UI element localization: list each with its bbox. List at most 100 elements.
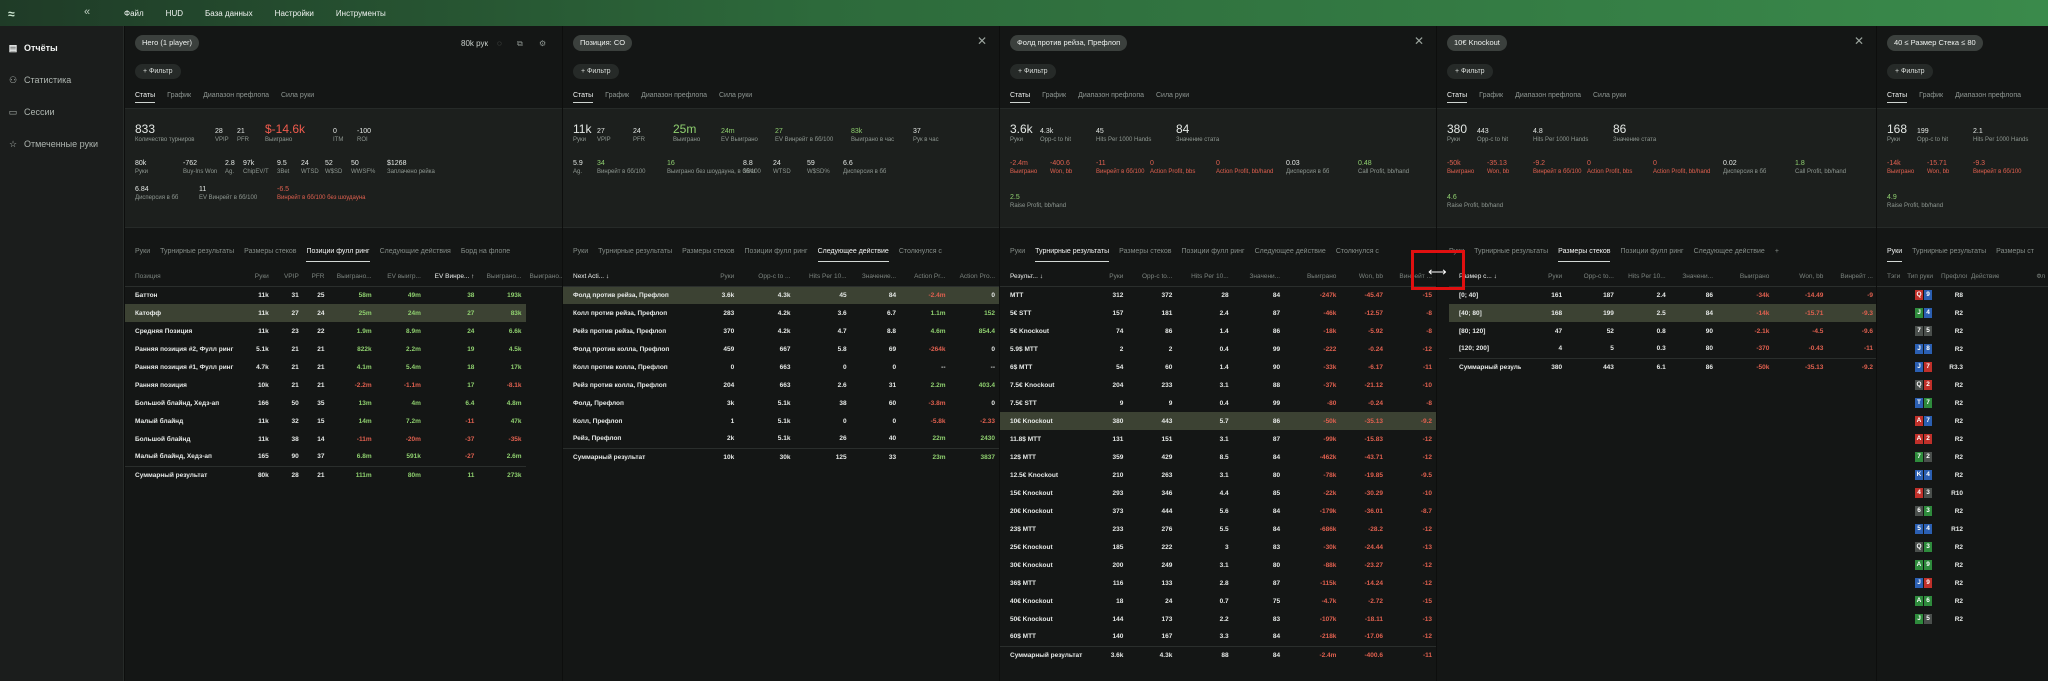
menu-settings[interactable]: Настройки [274,8,314,18]
table-row[interactable]: Колл против рейза, Префлоп 283 4.2k 3.6 6.7 1… [563,304,999,322]
hand-row[interactable]: T 7 R2 [1877,394,2048,412]
col-header[interactable]: Значени... [1232,268,1285,287]
table-row[interactable]: Большой блайнд, Хедз-ап 166 50 35 13m 4m 6.4 4.… [125,394,562,412]
table-row[interactable]: [40; 80] 168 199 2.5 84 -14k -15.71 -9.3 [1449,304,1876,322]
hand-row[interactable]: A 9 R2 [1877,556,2048,574]
table-row[interactable]: 50€ Knockout 144 173 2.2 83 -107k -18.11 -13 [1000,610,1436,628]
table-row[interactable]: Катофф 11k 27 24 25m 24m 27 83k [125,304,562,322]
panel-title[interactable]: Позиция: CO [573,35,633,51]
ttab[interactable]: Турнирные результаты [598,248,673,255]
hand-row[interactable]: J 4 R2 [1877,304,2048,322]
table-row[interactable]: Фолд против рейза, Префлоп 3.6k 4.3k 45 84 -2… [563,286,999,304]
col-header[interactable]: Next Acti... ↓ [563,268,694,287]
table-row[interactable]: Большой блайнд 11k 38 14 -11m -20m -37 -35k [125,430,562,448]
hand-row[interactable]: J 5 R2 [1877,610,2048,628]
col-header[interactable]: Тэги [1877,268,1901,287]
hand-row[interactable]: K 4 R2 [1877,466,2048,484]
col-header[interactable]: Выиграно... [525,268,562,287]
table-row[interactable]: 12$ MTT 359 429 8.5 84 -462k -43.71 -12 [1000,448,1436,466]
col-header[interactable]: Opp-c to... [1566,268,1618,287]
table-row[interactable]: 6$ MTT 54 60 1.4 90 -33k -6.17 -11 [1000,358,1436,376]
tab-hand-strength[interactable]: Сила руки [1156,92,1190,99]
menu-file[interactable]: Файл [124,8,144,18]
table-row[interactable]: [0; 40] 161 187 2.4 86 -34k -14.49 -9 [1449,286,1876,304]
col-header[interactable]: Won, bb [1773,268,1828,287]
table-row[interactable]: 36$ MTT 116 133 2.8 87 -115k -14.24 -12 [1000,574,1436,592]
col-header[interactable]: Винрейт ... [1827,268,1876,287]
hand-row[interactable]: Q 2 R2 [1877,376,2048,394]
close-icon[interactable]: ✕ [976,34,987,48]
hand-row[interactable]: 6 3 R2 [1877,502,2048,520]
table-row[interactable]: 7.5€ STT 9 9 0.4 99 -80 -0.24 -8 [1000,394,1436,412]
table-row[interactable]: Колл против колла, Префлоп 0 663 0 0 -- -- [563,358,999,376]
tab-graph[interactable]: График [1042,92,1067,99]
filter-button[interactable]: + Фильтр [573,64,619,79]
col-header[interactable]: Won, bb [1340,268,1387,287]
hand-row[interactable]: 7 5 R2 [1877,322,2048,340]
col-header[interactable]: Значени... [1669,268,1718,287]
hand-row[interactable]: Q 3 R2 [1877,538,2048,556]
summary-row[interactable]: Суммарный результат 80k 28 21 111m 80m 11 273k [125,465,562,484]
collapse-sidebar-icon[interactable]: « [84,6,91,18]
tab-hand-strength[interactable]: Сила руки [281,92,315,99]
table-row[interactable]: 10€ Knockout 380 443 5.7 86 -50k -35.13 -9.2 [1000,412,1436,430]
tab-stats[interactable]: Статы [573,92,594,103]
ttab[interactable]: Столкнулся с [898,248,942,255]
ttab[interactable]: Турнирные результаты [1912,248,1987,255]
table-row[interactable]: Средняя Позиция 11k 23 22 1.9m 8.9m 24 6.6k [125,322,562,340]
col-header[interactable]: Руки [1085,268,1128,287]
tab-preflop-range[interactable]: Диапазон префлопа [641,92,707,99]
table-row[interactable]: Фолд против колла, Префлоп 459 667 5.8 69 -26… [563,340,999,358]
ttab[interactable]: Размеры стеков [244,248,297,255]
ttab[interactable]: Руки [1010,248,1026,255]
hand-row[interactable]: J 9 R2 [1877,574,2048,592]
table-row[interactable]: Ранняя позиция #1, Фулл ринг 4.7k 21 21 4.1m… [125,358,562,376]
ttab[interactable]: Позиции фулл ринг [1620,248,1684,255]
hand-row[interactable]: 4 3 R10 [1877,484,2048,502]
col-header[interactable]: Значение... [850,268,901,287]
col-header[interactable]: Hits Per 10... [1176,268,1233,287]
col-header[interactable]: Префлоп [1937,268,1967,287]
tab-hand-strength[interactable]: Сила руки [719,92,753,99]
ttab[interactable]: Следующее действие [1254,248,1326,255]
sidebar-item-statistics[interactable]: ⚇ Статистика [0,64,123,96]
sidebar-item-marked-hands[interactable]: ☆ Отмеченные руки [0,128,123,160]
ttab[interactable]: Турнирные результаты [160,248,235,255]
filter-button[interactable]: + Фильтр [1447,64,1493,79]
tab-preflop-range[interactable]: Диапазон префлопа [1955,92,2021,99]
resize-cursor-icon[interactable]: ⟷ [1428,264,1447,279]
add-tab-icon[interactable]: + [1774,248,1779,255]
col-header[interactable]: Hits Per 10... [1617,268,1670,287]
col-header[interactable]: Фл [1999,268,2048,287]
panel-title[interactable]: 40 ≤ Размер Стека ≤ 80 [1887,35,1983,51]
filter-button[interactable]: + Фильтр [135,64,181,79]
tab-stats[interactable]: Статы [1447,92,1468,103]
tab-preflop-range[interactable]: Диапазон префлопа [203,92,269,99]
filter-button[interactable]: + Фильтр [1887,64,1933,79]
col-header[interactable]: Результ... ↓ [1000,268,1086,287]
ttab[interactable]: Размеры стеков [1558,248,1611,262]
hand-row[interactable]: J 7 R3.3 [1877,358,2048,376]
sidebar-item-sessions[interactable]: ▭ Сессии [0,96,123,128]
hand-row[interactable]: Q 9 R8 [1877,286,2048,304]
hand-row[interactable]: A 2 R2 [1877,430,2048,448]
col-header[interactable]: Выиграно [1284,268,1341,287]
table-row[interactable]: Рейз против рейза, Префлоп 370 4.2k 4.7 8.8 4… [563,322,999,340]
summary-row[interactable]: Суммарный результат 10k 30k 125 33 23m 3837 [563,447,999,466]
ttab[interactable]: Следующее действие [1693,248,1765,255]
table-row[interactable]: 40€ Knockout 18 24 0.7 75 -4.7k -2.72 -15 [1000,592,1436,610]
table-row[interactable]: 23$ MTT 233 276 5.5 84 -686k -28.2 -12 [1000,520,1436,538]
tab-hand-strength[interactable]: Сила руки [1593,92,1627,99]
ttab[interactable]: Руки [573,248,589,255]
table-row[interactable]: 11.8$ MTT 131 151 3.1 87 -99k -15.83 -12 [1000,430,1436,448]
hand-row[interactable]: J 8 R2 [1877,340,2048,358]
col-header[interactable]: PFR [302,268,329,287]
table-row[interactable]: 5€ Knockout 74 86 1.4 86 -18k -5.92 -8 [1000,322,1436,340]
col-header[interactable]: Action Pro... [949,268,999,287]
summary-row[interactable]: Суммарный результат 3.6k 4.3k 88 84 -2.4m -400… [1000,645,1436,664]
col-header[interactable]: Размер с... ↓ [1449,268,1522,287]
hand-row[interactable]: A 7 R2 [1877,412,2048,430]
tab-stats[interactable]: Статы [1010,92,1031,103]
ttab[interactable]: Размеры стеков [1119,248,1172,255]
ttab[interactable]: Следующие действия [379,248,451,255]
